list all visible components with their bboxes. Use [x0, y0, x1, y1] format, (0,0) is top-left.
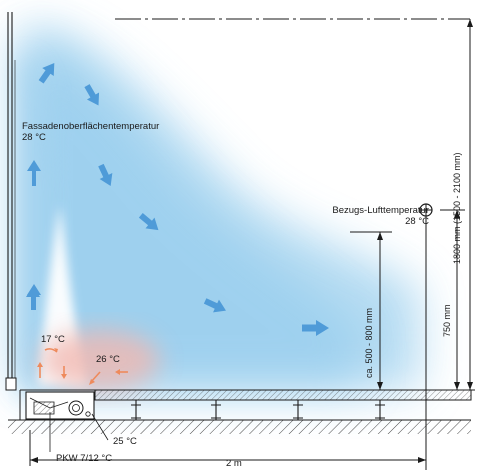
floor-convector — [25, 391, 95, 420]
facade-temp-value: 28 °C — [22, 131, 46, 143]
raised-floor — [8, 389, 472, 434]
zone-height-label: ca. 500 - 800 mm — [364, 307, 374, 378]
warm-arrows — [37, 348, 128, 385]
reference-temp-value: 28 °C — [405, 215, 429, 227]
measure-height-label: 750 mm — [442, 304, 452, 337]
floor-pedestals — [131, 400, 385, 420]
airflow-arrow-diag-2 — [84, 84, 100, 106]
airflow-arrow-diag-5 — [203, 298, 226, 313]
dimension-lines — [350, 19, 475, 470]
supply-temp-label: PKW 7/12 °C — [56, 453, 113, 464]
width-dimension — [29, 412, 426, 466]
temp-25-label: 25 °C — [113, 436, 137, 447]
facade-temp-title: Fassadenoberflächentemperatur — [22, 121, 160, 132]
temp-26-label: 26 °C — [96, 354, 120, 365]
overall-height-label: 1800 mm (1500 - 2100 mm) — [452, 152, 462, 264]
warm-zone — [40, 330, 160, 390]
reference-temp-title: Bezugs-Lufttemperatur — [332, 205, 429, 216]
reference-temp-label: Bezugs-Lufttemperatur 28 °C — [313, 205, 429, 228]
airflow-arrow-diag-3 — [98, 163, 113, 186]
facade-wall — [5, 12, 17, 391]
airflow-arrow-up-3 — [27, 284, 41, 310]
airflow-arrow-diag-1 — [38, 62, 55, 84]
facade-temp-label: Fassadenoberflächentemperatur 28 °C — [22, 121, 160, 144]
airflow-arrow-up-2 — [27, 160, 41, 186]
airflow-arrow-diag-4 — [138, 212, 159, 231]
airflow-arrow-right — [302, 320, 329, 336]
width-label: 2 m — [226, 458, 242, 469]
temp-17-label: 17 °C — [41, 334, 65, 345]
airflow-arrows — [26, 62, 329, 336]
